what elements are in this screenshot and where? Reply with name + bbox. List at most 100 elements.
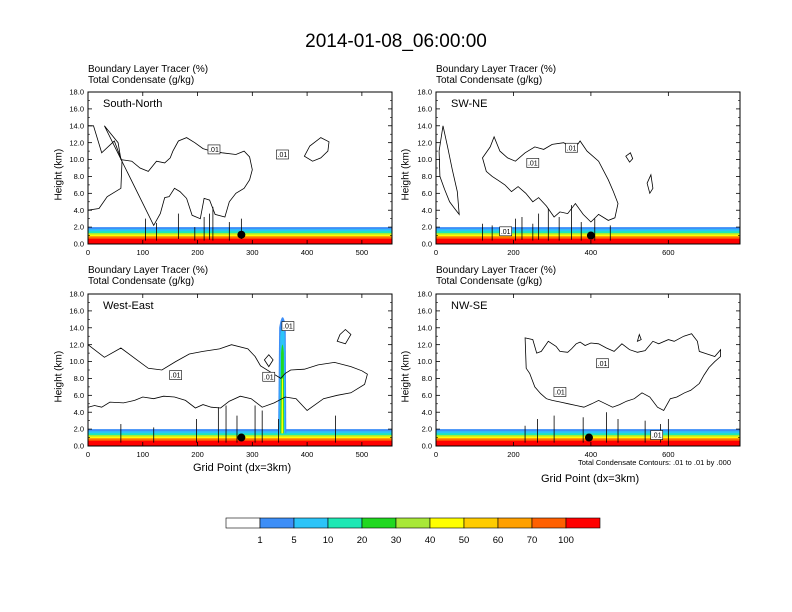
panel-header-sw-ne: Boundary Layer Tracer (%) Total Condensa… (436, 64, 556, 86)
condensate-contour (625, 152, 634, 163)
condensate-contour (438, 125, 460, 216)
y-tick-label: 6.0 (74, 189, 84, 198)
condensate-contour (263, 354, 274, 368)
plot-frame (87, 293, 393, 447)
contour-label: .01 (209, 147, 219, 154)
condensate-contour (87, 343, 368, 412)
panel-west-east: .01 .01 .01 0.0 2.0 4.0 6.0 8.0 10.0 12.0 14.0 16.0… (69, 290, 393, 459)
x-tick-label: 600 (662, 248, 675, 257)
header-line-tracer: Boundary Layer Tracer (%) (436, 265, 557, 276)
y-tick-label: 2.0 (74, 223, 84, 232)
header-line-tracer: Boundary Layer Tracer (%) (88, 265, 209, 276)
header-line-condensate: Total Condensate (g/kg) (436, 276, 543, 287)
contour-label: .01 (501, 229, 511, 236)
colorbar-swatch (531, 517, 567, 529)
x-tick-label: 0 (86, 450, 90, 459)
y-tick-label: 14.0 (417, 323, 432, 332)
colorbar-label: 60 (493, 535, 504, 546)
colorbar-swatch (327, 517, 363, 529)
y-tick-label: 4.0 (422, 206, 432, 215)
contour-label-box (169, 370, 182, 380)
panel-label: NW-SE (451, 300, 487, 312)
panel-header-south-north: Boundary Layer Tracer (%) Total Condensa… (88, 64, 208, 86)
x-tick-label: 0 (434, 450, 438, 459)
x-tick-label: 100 (137, 450, 150, 459)
contour-label: .01 (171, 373, 181, 380)
y-tick-label: 4.0 (422, 408, 432, 417)
location-marker (237, 433, 246, 442)
x-tick-label: 600 (662, 450, 675, 459)
condensate-contour (104, 125, 253, 227)
y-tick-label: 18.0 (69, 88, 84, 97)
y-tick-label: 10.0 (417, 357, 432, 366)
y-tick-label: 8.0 (422, 374, 432, 383)
condensate-contour (646, 173, 654, 195)
tracer-band (436, 238, 740, 244)
contour-label-box (565, 142, 578, 153)
x-tick-label: 400 (585, 450, 598, 459)
contour-label-box (499, 226, 513, 237)
y-tick-label: 18.0 (417, 290, 432, 299)
y-tick-label: 6.0 (422, 391, 432, 400)
y-tick-label: 0.0 (74, 240, 84, 249)
x-tick-label: 400 (301, 450, 314, 459)
plume-band (281, 378, 284, 434)
location-marker (584, 433, 593, 442)
x-tick-label: 200 (507, 248, 520, 257)
header-line-condensate: Total Condensate (g/kg) (436, 75, 543, 86)
panel-south-north: .01 .01 0.0 2.0 4.0 6.0 8.0 10.0 12.0 14.0 16.0 18.… (69, 88, 393, 257)
colorbar-label: 10 (323, 535, 334, 546)
x-tick-label: 500 (356, 248, 369, 257)
y-tick-label: 6.0 (74, 391, 84, 400)
tracer-band (436, 440, 740, 446)
colorbar-swatch (497, 517, 533, 529)
panel-sw-ne: .01 .01 .01 0.0 2.0 4.0 6.0 8.0 10.0 12.0 14.0 16.0… (417, 88, 741, 257)
panel-header-nw-se: Boundary Layer Tracer (%) Total Condensa… (436, 265, 556, 287)
contour-label-box (553, 387, 567, 397)
condensate-contour (87, 125, 123, 211)
y-tick-label: 4.0 (74, 206, 84, 215)
y-tick-label: 6.0 (422, 189, 432, 198)
plot-frame (435, 293, 741, 447)
y-tick-label: 16.0 (69, 306, 84, 315)
condensate-contour (482, 135, 619, 223)
x-tick-label: 400 (585, 248, 598, 257)
condensate-contour (303, 137, 330, 162)
panel-label: South-North (103, 98, 162, 110)
y-tick-label: 8.0 (422, 172, 432, 181)
condensate-contour (336, 328, 352, 345)
x-tick-label: 200 (507, 450, 520, 459)
plot-frame (87, 91, 393, 245)
x-axis-label: Grid Point (dx=3km) (193, 462, 292, 474)
y-tick-label: 2.0 (422, 425, 432, 434)
y-tick-label: 0.0 (74, 442, 84, 451)
y-tick-label: 14.0 (69, 323, 84, 332)
y-tick-label: 12.0 (69, 138, 84, 147)
condensate-contour (636, 333, 642, 343)
colorbar-label: 1 (257, 535, 262, 546)
y-tick-label: 8.0 (74, 374, 84, 383)
contour-label-box (262, 371, 276, 382)
x-tick-label: 300 (246, 248, 259, 257)
colorbar-swatch (361, 517, 397, 529)
colorbar: 1 5 10 20 30 40 50 60 70 100 (225, 517, 601, 546)
location-marker (586, 231, 595, 240)
colorbar-swatch (429, 517, 465, 529)
tracer-band (88, 440, 392, 446)
contour-label-box (276, 149, 289, 160)
y-tick-label: 12.0 (417, 340, 432, 349)
tracer-band (88, 238, 392, 244)
y-tick-label: 12.0 (417, 138, 432, 147)
contour-label: .01 (528, 161, 538, 168)
contour-label: .01 (598, 361, 608, 368)
panel-header-west-east: Boundary Layer Tracer (%) Total Condensa… (88, 265, 208, 287)
condensate-contour (524, 333, 721, 412)
contour-label-box (596, 358, 609, 369)
y-tick-label: 8.0 (74, 172, 84, 181)
y-tick-label: 14.0 (69, 121, 84, 130)
y-tick-label: 16.0 (417, 306, 432, 315)
colorbar-label: 40 (425, 535, 436, 546)
colorbar-label: 30 (391, 535, 402, 546)
y-tick-label: 10.0 (417, 155, 432, 164)
contour-label: .01 (652, 433, 662, 440)
